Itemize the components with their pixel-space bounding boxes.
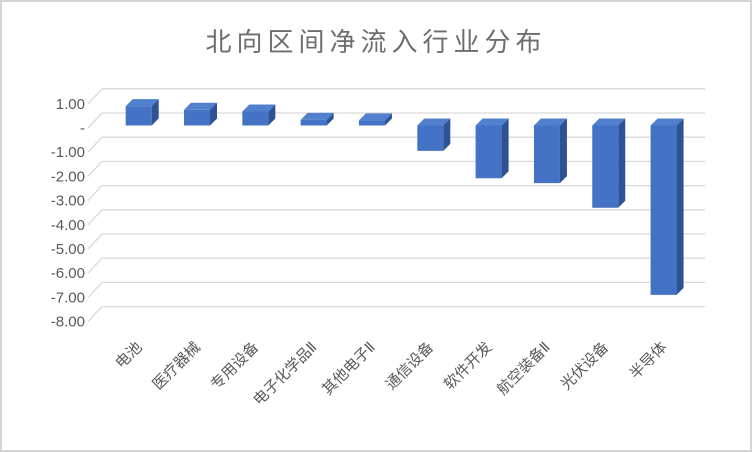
category-label-1: 医疗器械 <box>149 339 203 393</box>
gridline-tick-2 <box>87 136 103 153</box>
category-label-0: 电池 <box>112 339 145 372</box>
category-label-8: 光伏设备 <box>558 339 612 393</box>
y-tick-label-1: - <box>80 120 85 137</box>
bar-top-1 <box>184 102 218 110</box>
bar-5 <box>417 118 451 151</box>
gridline-tick-1 <box>87 112 103 129</box>
bar-6 <box>475 118 509 179</box>
bar-side-3 <box>326 112 334 126</box>
bar-top-8 <box>592 118 626 126</box>
bar-side-0 <box>151 99 159 126</box>
bar-front-9 <box>650 125 677 295</box>
bar-front-7 <box>533 125 560 184</box>
bar-front-5 <box>417 125 444 151</box>
y-tick-label-8: -7.00 <box>51 289 85 306</box>
gridline-tick-9 <box>87 306 103 323</box>
bar-front-1 <box>184 109 211 126</box>
bar-7 <box>533 118 567 184</box>
bar-8 <box>592 118 626 208</box>
bar-2 <box>242 104 276 126</box>
bar-top-3 <box>300 112 334 120</box>
bar-side-2 <box>268 104 276 126</box>
chart-title: 北向区间净流入行业分布 <box>205 27 547 57</box>
y-tick-label-0: 1.00 <box>56 96 85 113</box>
category-label-7: 航空装备Ⅱ <box>494 339 554 399</box>
gridline-tick-5 <box>87 209 103 226</box>
bar-top-4 <box>358 113 392 121</box>
category-label-6: 软件开发 <box>441 339 495 393</box>
bar-front-4 <box>358 120 385 126</box>
bar-side-5 <box>443 118 451 151</box>
category-label-9: 半导体 <box>627 339 671 383</box>
bar-0 <box>125 99 159 126</box>
bar-9 <box>650 118 684 295</box>
bar-front-3 <box>300 119 327 126</box>
bar-top-0 <box>125 99 159 107</box>
gridline-tick-7 <box>87 257 103 274</box>
bar-front-2 <box>242 111 269 126</box>
bar-side-6 <box>501 118 509 179</box>
bar-top-5 <box>417 118 451 126</box>
bar-front-0 <box>125 106 152 126</box>
bar-4 <box>358 113 392 126</box>
bar-top-7 <box>533 118 567 126</box>
bar-side-7 <box>559 118 567 184</box>
bar-side-1 <box>210 102 218 126</box>
bar-side-8 <box>618 118 626 208</box>
category-label-3: 电子化学品Ⅱ <box>250 339 320 409</box>
category-label-4: 其他电子Ⅱ <box>319 339 379 399</box>
gridline-tick-0 <box>87 88 103 105</box>
bar-3 <box>300 112 334 126</box>
bar-front-8 <box>592 125 619 208</box>
y-tick-label-2: -1.00 <box>51 144 85 161</box>
y-tick-label-7: -6.00 <box>51 265 85 282</box>
category-label-2: 专用设备 <box>208 339 262 393</box>
bar-front-6 <box>475 125 502 179</box>
y-tick-label-4: -3.00 <box>51 193 85 210</box>
y-tick-label-5: -4.00 <box>51 217 85 234</box>
y-tick-label-3: -2.00 <box>51 168 85 185</box>
category-label-5: 通信设备 <box>383 339 437 393</box>
bar-top-2 <box>242 104 276 112</box>
bar-1 <box>184 102 218 126</box>
gridline-tick-4 <box>87 185 103 202</box>
bar-side-9 <box>676 118 684 295</box>
gridline-tick-8 <box>87 281 103 298</box>
y-tick-label-6: -5.00 <box>51 241 85 258</box>
bar-side-4 <box>384 113 392 126</box>
gridline-tick-6 <box>87 233 103 250</box>
gridline-tick-3 <box>87 160 103 177</box>
bar-top-6 <box>475 118 509 126</box>
bar-top-9 <box>650 118 684 126</box>
y-tick-label-9: -8.00 <box>51 314 85 331</box>
